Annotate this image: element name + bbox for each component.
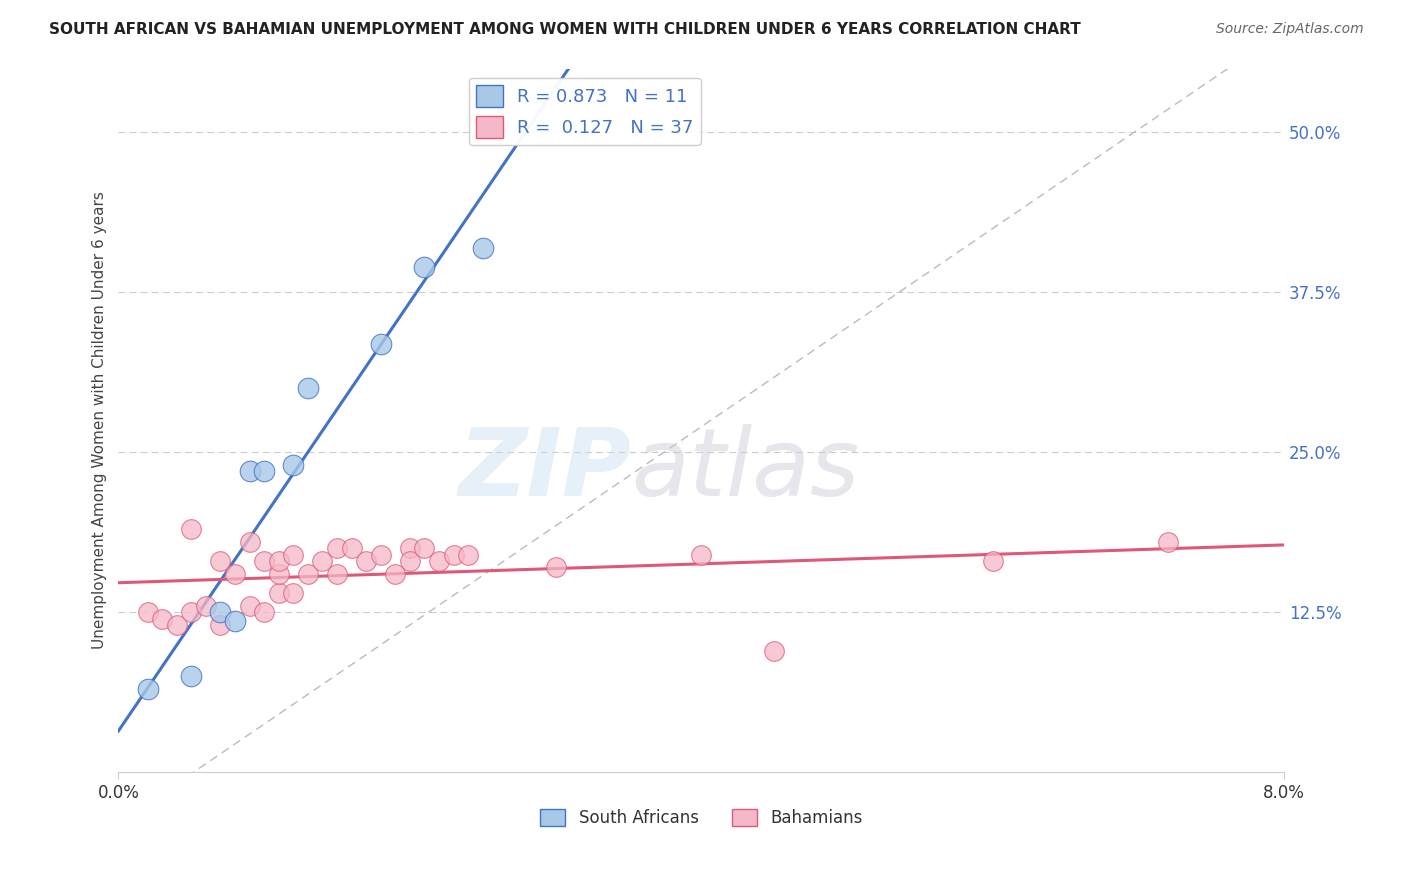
Point	[239, 465, 262, 479]
Point	[180, 605, 202, 619]
Point	[384, 566, 406, 581]
Point	[413, 541, 436, 556]
Text: atlas: atlas	[631, 424, 859, 515]
Point	[763, 643, 786, 657]
Y-axis label: Unemployment Among Women with Children Under 6 years: Unemployment Among Women with Children U…	[93, 192, 107, 649]
Point	[399, 554, 422, 568]
Point	[471, 241, 494, 255]
Point	[340, 541, 363, 556]
Point	[283, 586, 305, 600]
Point	[267, 586, 290, 600]
Point	[267, 554, 290, 568]
Point	[239, 599, 262, 613]
Point	[326, 541, 349, 556]
Point	[253, 554, 276, 568]
Point	[166, 618, 188, 632]
Point	[283, 548, 305, 562]
Point	[1157, 534, 1180, 549]
Point	[253, 465, 276, 479]
Point	[443, 548, 465, 562]
Point	[370, 548, 392, 562]
Point	[136, 681, 159, 696]
Point	[297, 566, 319, 581]
Point	[224, 614, 246, 628]
Point	[209, 618, 232, 632]
Point	[239, 534, 262, 549]
Point	[354, 554, 377, 568]
Text: SOUTH AFRICAN VS BAHAMIAN UNEMPLOYMENT AMONG WOMEN WITH CHILDREN UNDER 6 YEARS C: SOUTH AFRICAN VS BAHAMIAN UNEMPLOYMENT A…	[49, 22, 1081, 37]
Point	[311, 554, 333, 568]
Point	[690, 548, 713, 562]
Point	[413, 260, 436, 274]
Point	[267, 566, 290, 581]
Point	[427, 554, 450, 568]
Text: ZIP: ZIP	[458, 424, 631, 516]
Point	[180, 669, 202, 683]
Point	[253, 605, 276, 619]
Point	[136, 605, 159, 619]
Point	[297, 381, 319, 395]
Point	[370, 336, 392, 351]
Point	[981, 554, 1004, 568]
Point	[180, 522, 202, 536]
Point	[399, 541, 422, 556]
Point	[209, 605, 232, 619]
Point	[326, 566, 349, 581]
Point	[194, 599, 217, 613]
Point	[224, 566, 246, 581]
Point	[457, 548, 479, 562]
Point	[283, 458, 305, 472]
Point	[209, 554, 232, 568]
Text: Source: ZipAtlas.com: Source: ZipAtlas.com	[1216, 22, 1364, 37]
Point	[150, 611, 173, 625]
Point	[544, 560, 567, 574]
Legend: South Africans, Bahamians: South Africans, Bahamians	[533, 803, 869, 834]
